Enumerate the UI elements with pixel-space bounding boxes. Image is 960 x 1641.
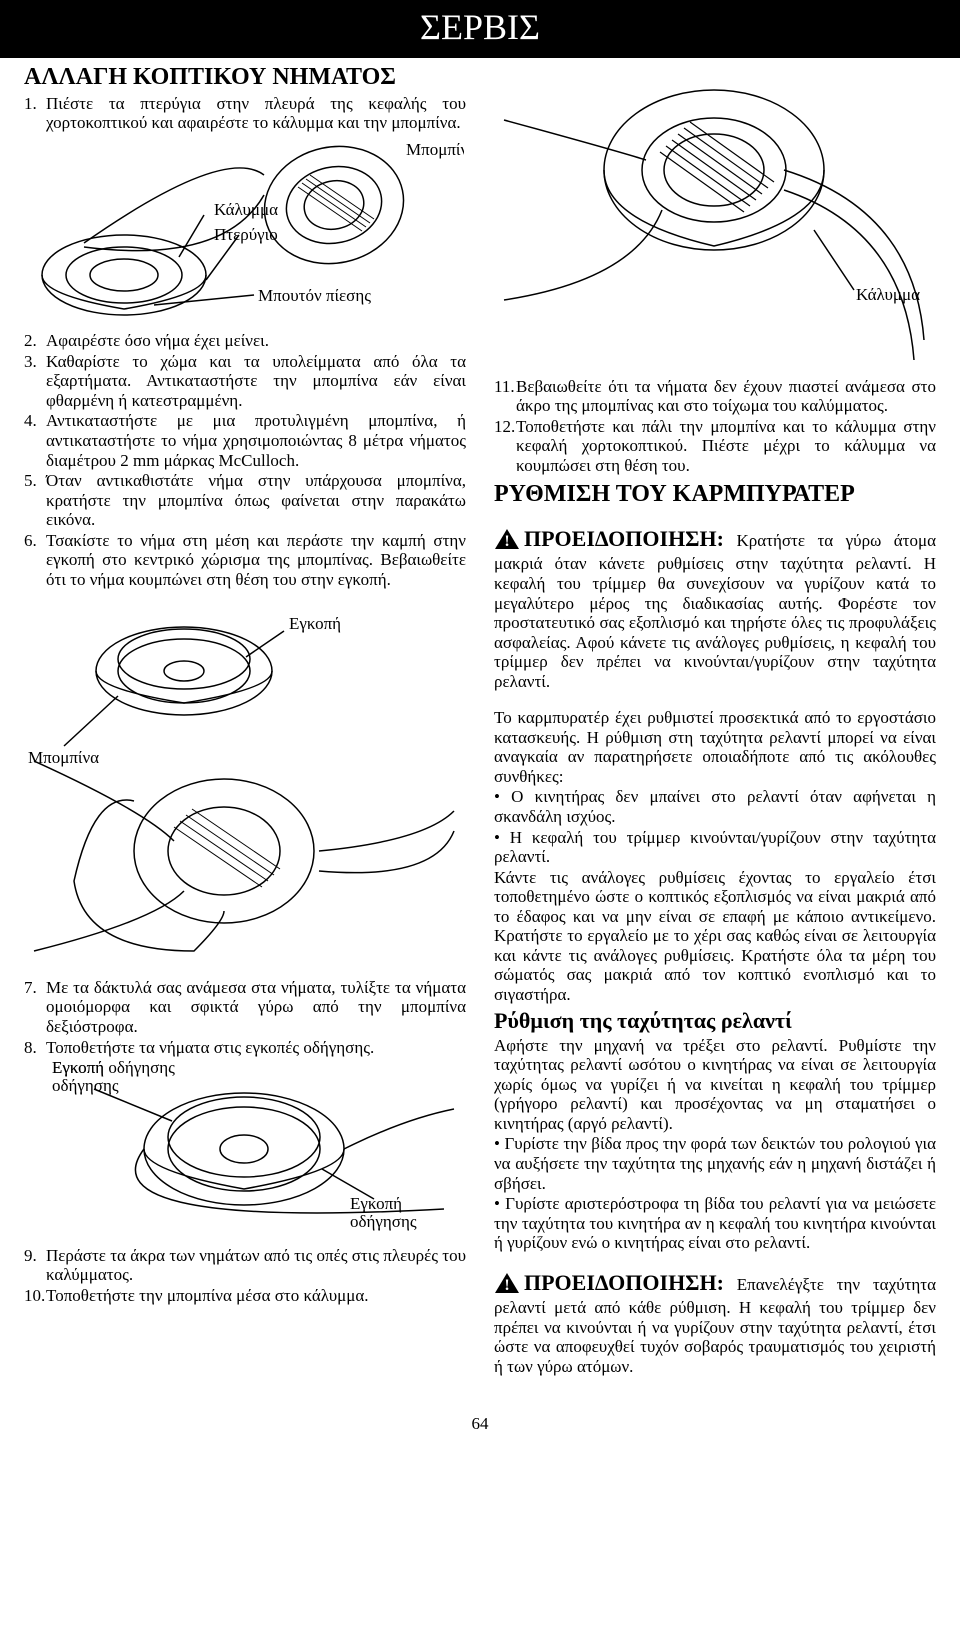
step-num: 4. [24,411,46,470]
step-num: 6. [24,531,46,590]
step-text: Με τα δάκτυλά σας ανάμεσα στα νήματα, τυ… [46,978,466,1037]
warning-1: ! ΠΡΟΕΙΔΟΠΟΙΗΣΗ: Κρατήστε τα γύρω άτομα μ… [494,526,936,691]
section-title-carb: ΡΥΘΜΙΣΗ ΤΟΥ ΚΑΡΜΠΥΡΑΤΕΡ [494,481,936,509]
step-num: 9. [24,1246,46,1285]
step-num: 11. [494,377,516,416]
warning-text: Κρατήστε τα γύρω άτομα μακριά όταν κάνετ… [494,531,936,691]
warning-label: ΠΡΟΕΙΔΟΠΟΙΗΣΗ: [524,1270,724,1295]
paragraph: Κάντε τις ανάλογες ρυθμίσεις έχοντας το … [494,868,936,1005]
page-body: ΑΛΛΑΓΗ ΚΟΠΤΙΚΟΥ ΝΗΜΑΤΟΣ 1.Πιέστε τα πτερ… [0,58,960,1474]
step-text: Τοποθετήστε και πάλι την μπομπίνα και το… [516,417,936,476]
step-num: 7. [24,978,46,1037]
step-text: Τοποθετήστε την μπομπίνα μέσα στο κάλυμμ… [46,1286,466,1306]
fig2-label-notch: Εγκοπή [289,614,341,633]
figure-2: Εγκοπή Μπομπίνα [24,591,466,976]
header-bar: ΣΕΡΒΙΣ [0,0,960,58]
bullet: • Η κεφαλή του τρίμμερ κινούνται/γυρίζου… [494,828,936,867]
fig4-label-cover: Κάλυμμα [856,285,920,304]
step-text: Όταν αντικαθιστάτε νήμα στην υπάρχουσα μ… [46,471,466,530]
step-text: Περάστε τα άκρα των νημάτων από τις οπές… [46,1246,466,1285]
step-num: 1. [24,94,46,133]
bullet: • Ο κινητήρας δεν μπαίνει στο ρελαντί ότ… [494,787,936,826]
figure-1: Μπομπίνα Κάλυμμα Πτερύγιο Μπουτόν πίεσης [24,135,466,330]
fig1-label-bobbin: Μπομπίνα [406,140,464,159]
fig1-label-cover: Κάλυμμα [214,200,278,219]
left-column: ΑΛΛΑΓΗ ΚΟΠΤΙΚΟΥ ΝΗΜΑΤΟΣ 1.Πιέστε τα πτερ… [24,58,466,1394]
paragraph: Το καρμπυρατέρ έχει ρυθμιστεί προσεκτικά… [494,708,936,786]
header-title: ΣΕΡΒΙΣ [420,7,540,47]
bullet: • Γυρίστε την βίδα προς την φορά των δει… [494,1134,936,1193]
svg-text:Εγκοπή: Εγκοπή [52,1059,104,1077]
step-num: 8. [24,1038,46,1058]
fig2-label-bobbin: Μπομπίνα [28,748,99,767]
warning-icon: ! [494,528,520,555]
subsection-title-idle: Ρύθμιση της ταχύτητας ρελαντί [494,1008,936,1033]
step-num: 10. [24,1286,46,1306]
section-title-line-change: ΑΛΛΑΓΗ ΚΟΠΤΙΚΟΥ ΝΗΜΑΤΟΣ [24,64,466,92]
warning-icon: ! [494,1272,520,1299]
step-text: Αφαιρέστε όσο νήμα έχει μείνει. [46,331,466,351]
bullet: • Γυρίστε αριστερόστροφα τη βίδα του ρελ… [494,1194,936,1253]
svg-text:οδήγησης: οδήγησης [52,1076,119,1095]
step-text: Καθαρίστε το χώμα και τα υπολείμματα από… [46,352,466,411]
step-text: Αντικαταστήστε με μια προτυλιγμένη μπομπ… [46,411,466,470]
step-text: Τσακίστε το νήμα στη μέση και περάστε τη… [46,531,466,590]
svg-text:οδήγησης: οδήγησης [350,1212,417,1231]
paragraph: Αφήστε την μηχανή να τρέξει στο ρελαντί.… [494,1036,936,1134]
right-column: Κάλυμμα 11.Βεβαιωθείτε ότι τα νήματα δεν… [494,58,936,1394]
step-text: Τοποθετήστε τα νήματα στις εγκοπές οδήγη… [46,1038,466,1058]
step-text: Πιέστε τα πτερύγια στην πλευρά της κεφαλ… [46,94,466,133]
svg-text:!: ! [504,533,509,550]
figure-4: Κάλυμμα [494,60,936,375]
page-number: 64 [24,1414,936,1434]
svg-text:Εγκοπή: Εγκοπή [350,1194,402,1213]
step-num: 2. [24,331,46,351]
step-num: 3. [24,352,46,411]
figure-3: Εγκοπή οδήγησης Εγκοπή οδήγησης Εγκοπή ο… [24,1059,466,1244]
fig1-label-wing: Πτερύγιο [214,225,278,244]
warning-label: ΠΡΟΕΙΔΟΠΟΙΗΣΗ: [524,526,724,551]
fig1-label-button: Μπουτόν πίεσης [258,286,371,305]
step-num: 12. [494,417,516,476]
svg-text:!: ! [504,1277,509,1294]
step-num: 5. [24,471,46,530]
warning-2: !ΠΡΟΕΙΔΟΠΟΙΗΣΗ: Επανελέγξτε την ταχύτητα… [494,1270,936,1377]
step-text: Βεβαιωθείτε ότι τα νήματα δεν έχουν πιασ… [516,377,936,416]
